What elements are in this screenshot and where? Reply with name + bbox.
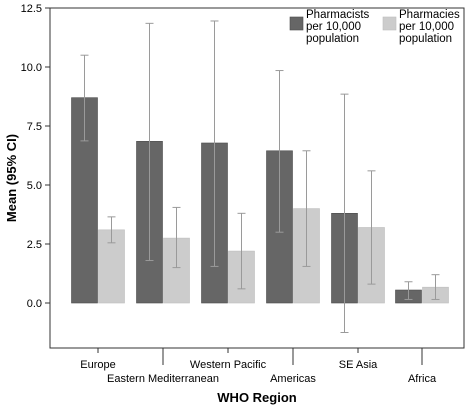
y-tick-label: 10.0 bbox=[21, 62, 42, 74]
legend-label: per 10,000 bbox=[306, 21, 361, 33]
legend-label: population bbox=[399, 33, 452, 45]
x-tick-label: Western Pacific bbox=[190, 359, 267, 371]
y-axis: 0.0 2.5 5.0 7.5 10.0 12.5 bbox=[21, 3, 50, 310]
bar-series bbox=[71, 20, 449, 333]
x-tick-label: Americas bbox=[270, 373, 316, 385]
legend-label: per 10,000 bbox=[399, 21, 454, 33]
x-tick-label: Europe bbox=[80, 359, 115, 371]
legend-label: Pharmacies bbox=[399, 9, 460, 21]
y-tick-label: 12.5 bbox=[21, 3, 42, 15]
legend-swatch bbox=[289, 16, 304, 31]
x-axis-title: WHO Region bbox=[217, 390, 296, 405]
x-axis: Europe Eastern Mediterranean Western Pacif… bbox=[80, 348, 437, 385]
legend-label: Pharmacists bbox=[306, 9, 370, 21]
x-tick-label: SE Asia bbox=[339, 359, 378, 371]
x-tick-label: Eastern Mediterranean bbox=[107, 373, 219, 385]
legend-label: population bbox=[306, 33, 359, 45]
y-tick-label: 5.0 bbox=[27, 180, 42, 192]
y-tick-label: 7.5 bbox=[27, 121, 42, 133]
x-tick-label: Africa bbox=[408, 373, 437, 385]
legend-swatch bbox=[382, 16, 397, 31]
y-tick-label: 2.5 bbox=[27, 239, 42, 251]
y-tick-label: 0.0 bbox=[27, 298, 42, 310]
y-axis-title: Mean (95% CI) bbox=[4, 134, 19, 222]
